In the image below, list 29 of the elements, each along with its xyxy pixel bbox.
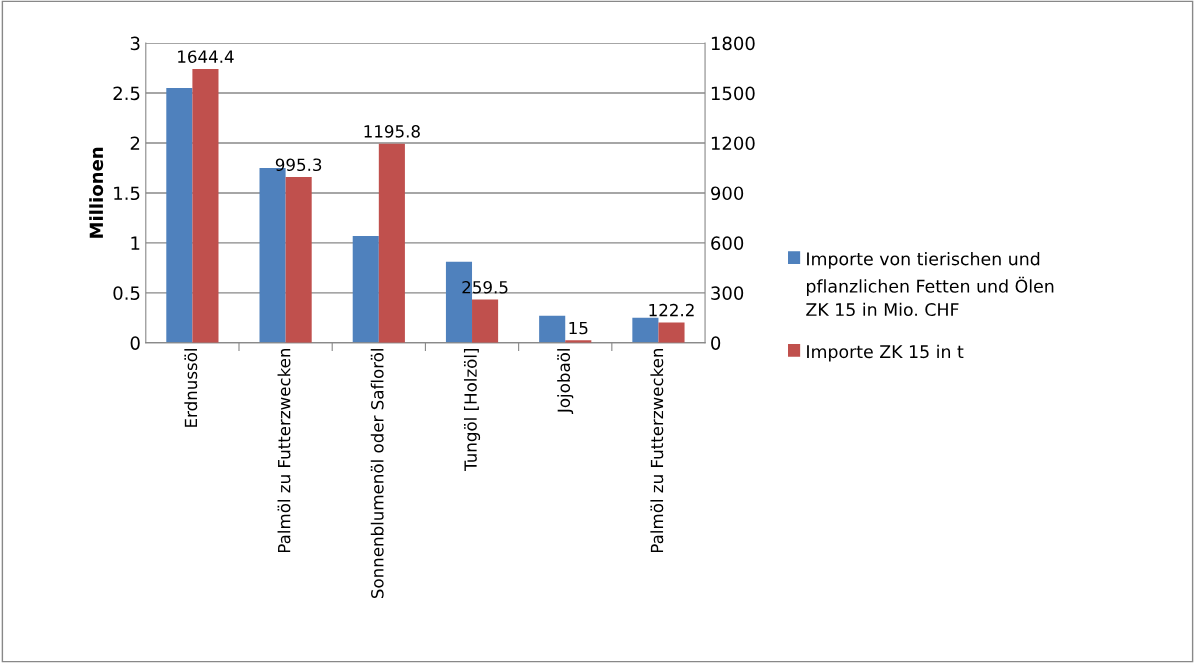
y2-tick-label: 300 [711, 286, 744, 300]
y2-tick-label: 900 [711, 186, 744, 201]
y-tick-label: 1.5 [114, 186, 140, 201]
y-tick-label: 1 [131, 236, 140, 250]
y-tick-label: 3 [130, 36, 140, 51]
x-tick-label: Palmöl zu Futterzwecken [277, 348, 291, 553]
data-label: 1644.4 [178, 50, 234, 63]
bar [539, 315, 566, 343]
data-label: 15 [569, 321, 588, 335]
x-tick-label: Tungöl [Holzöl] [463, 348, 481, 471]
data-label: 122.2 [649, 303, 694, 317]
y2-tick-label: 600 [711, 236, 744, 250]
data-label: 1195.8 [364, 125, 420, 138]
legend-label: Importe ZK 15 in t [807, 344, 964, 362]
x-tick-label: Sonnenblumenöl oder Safloröl [370, 349, 384, 599]
y2-tick-label: 0 [711, 336, 721, 350]
x-tick-label: Palmöl zu Futterzwecken [650, 348, 664, 553]
y-tick-label: 0.5 [113, 286, 140, 300]
data-label: 995.3 [275, 158, 322, 172]
y2-tick-label: 1800 [711, 36, 755, 51]
y-tick-label: 2.5 [113, 86, 140, 101]
y-tick-label: 0 [130, 336, 140, 350]
y-tick-label: 2 [130, 136, 140, 150]
legend-label: Importe von tierischen und pflanzlichen Fetten und Ölen ZK 15 in Mio. CHF [806, 251, 1054, 317]
y2-tick-label: 1500 [711, 86, 755, 101]
x-tick-label: Erdnussöl [184, 349, 198, 427]
y-axis-title: Millionen [89, 147, 104, 238]
x-tick-label: Jojobaöl [557, 349, 574, 414]
y2-tick-label: 1200 [711, 136, 755, 151]
